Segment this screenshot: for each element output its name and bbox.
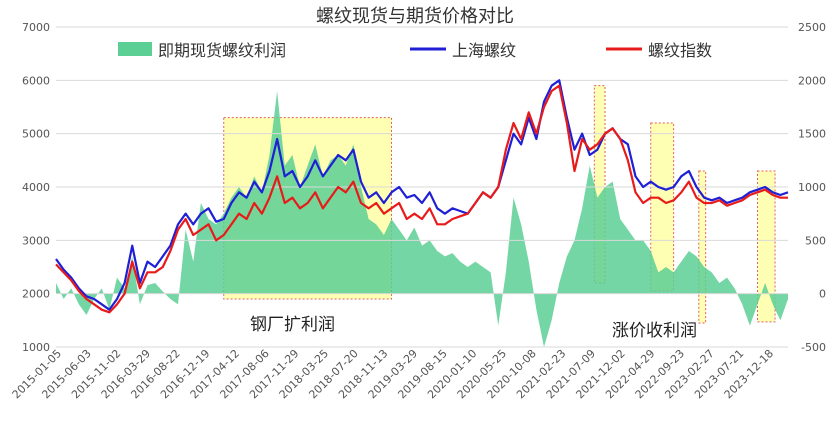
legend-swatch-profit bbox=[118, 42, 152, 56]
right-axis: -500 0 500 1000 1500 2000 2500 bbox=[798, 21, 826, 354]
left-tick-label-1: 2000 bbox=[22, 288, 50, 301]
left-tick-label-6: 7000 bbox=[22, 21, 50, 34]
left-tick-label-4: 5000 bbox=[22, 128, 50, 141]
right-tick-label-1: 0 bbox=[819, 288, 826, 301]
annotation-mill-profit: 钢厂扩利润 bbox=[250, 315, 335, 335]
series-profit-area bbox=[56, 91, 788, 347]
right-tick-label-6: 2500 bbox=[798, 21, 826, 34]
legend-label-profit: 即期现货螺纹利润 bbox=[158, 41, 286, 60]
price-lines bbox=[55, 79, 789, 314]
highlight-region-2 bbox=[650, 122, 675, 292]
left-tick-label-3: 4000 bbox=[22, 181, 50, 194]
legend: 即期现货螺纹利润 上海螺纹 螺纹指数 bbox=[118, 41, 712, 60]
right-tick-label-4: 1500 bbox=[798, 128, 826, 141]
highlight-region-4 bbox=[757, 170, 776, 323]
right-tick-label-5: 2000 bbox=[798, 74, 826, 87]
left-tick-label-5: 6000 bbox=[22, 74, 50, 87]
gridlines bbox=[56, 26, 788, 348]
highlight-region-3 bbox=[698, 170, 707, 324]
chart-title: 螺纹现货与期货价格对比 bbox=[316, 6, 514, 27]
x-axis: 2015-01-052015-06-032015-11-022016-03-29… bbox=[10, 347, 776, 401]
left-tick-label-2: 3000 bbox=[22, 234, 50, 247]
annotation-price-profit: 涨价收利润 bbox=[612, 321, 697, 341]
right-tick-label-0: -500 bbox=[801, 341, 826, 354]
series-line-index bbox=[55, 84, 788, 314]
profit-area-layer bbox=[56, 91, 788, 347]
series-line-spot bbox=[55, 79, 789, 311]
left-tick-label-0: 1000 bbox=[22, 341, 50, 354]
legend-label-spot: 上海螺纹 bbox=[452, 41, 516, 60]
legend-label-index: 螺纹指数 bbox=[648, 41, 712, 60]
left-axis: 1000 2000 3000 4000 5000 6000 7000 bbox=[22, 21, 50, 354]
right-tick-label-2: 500 bbox=[805, 234, 826, 247]
right-tick-label-3: 1000 bbox=[798, 181, 826, 194]
